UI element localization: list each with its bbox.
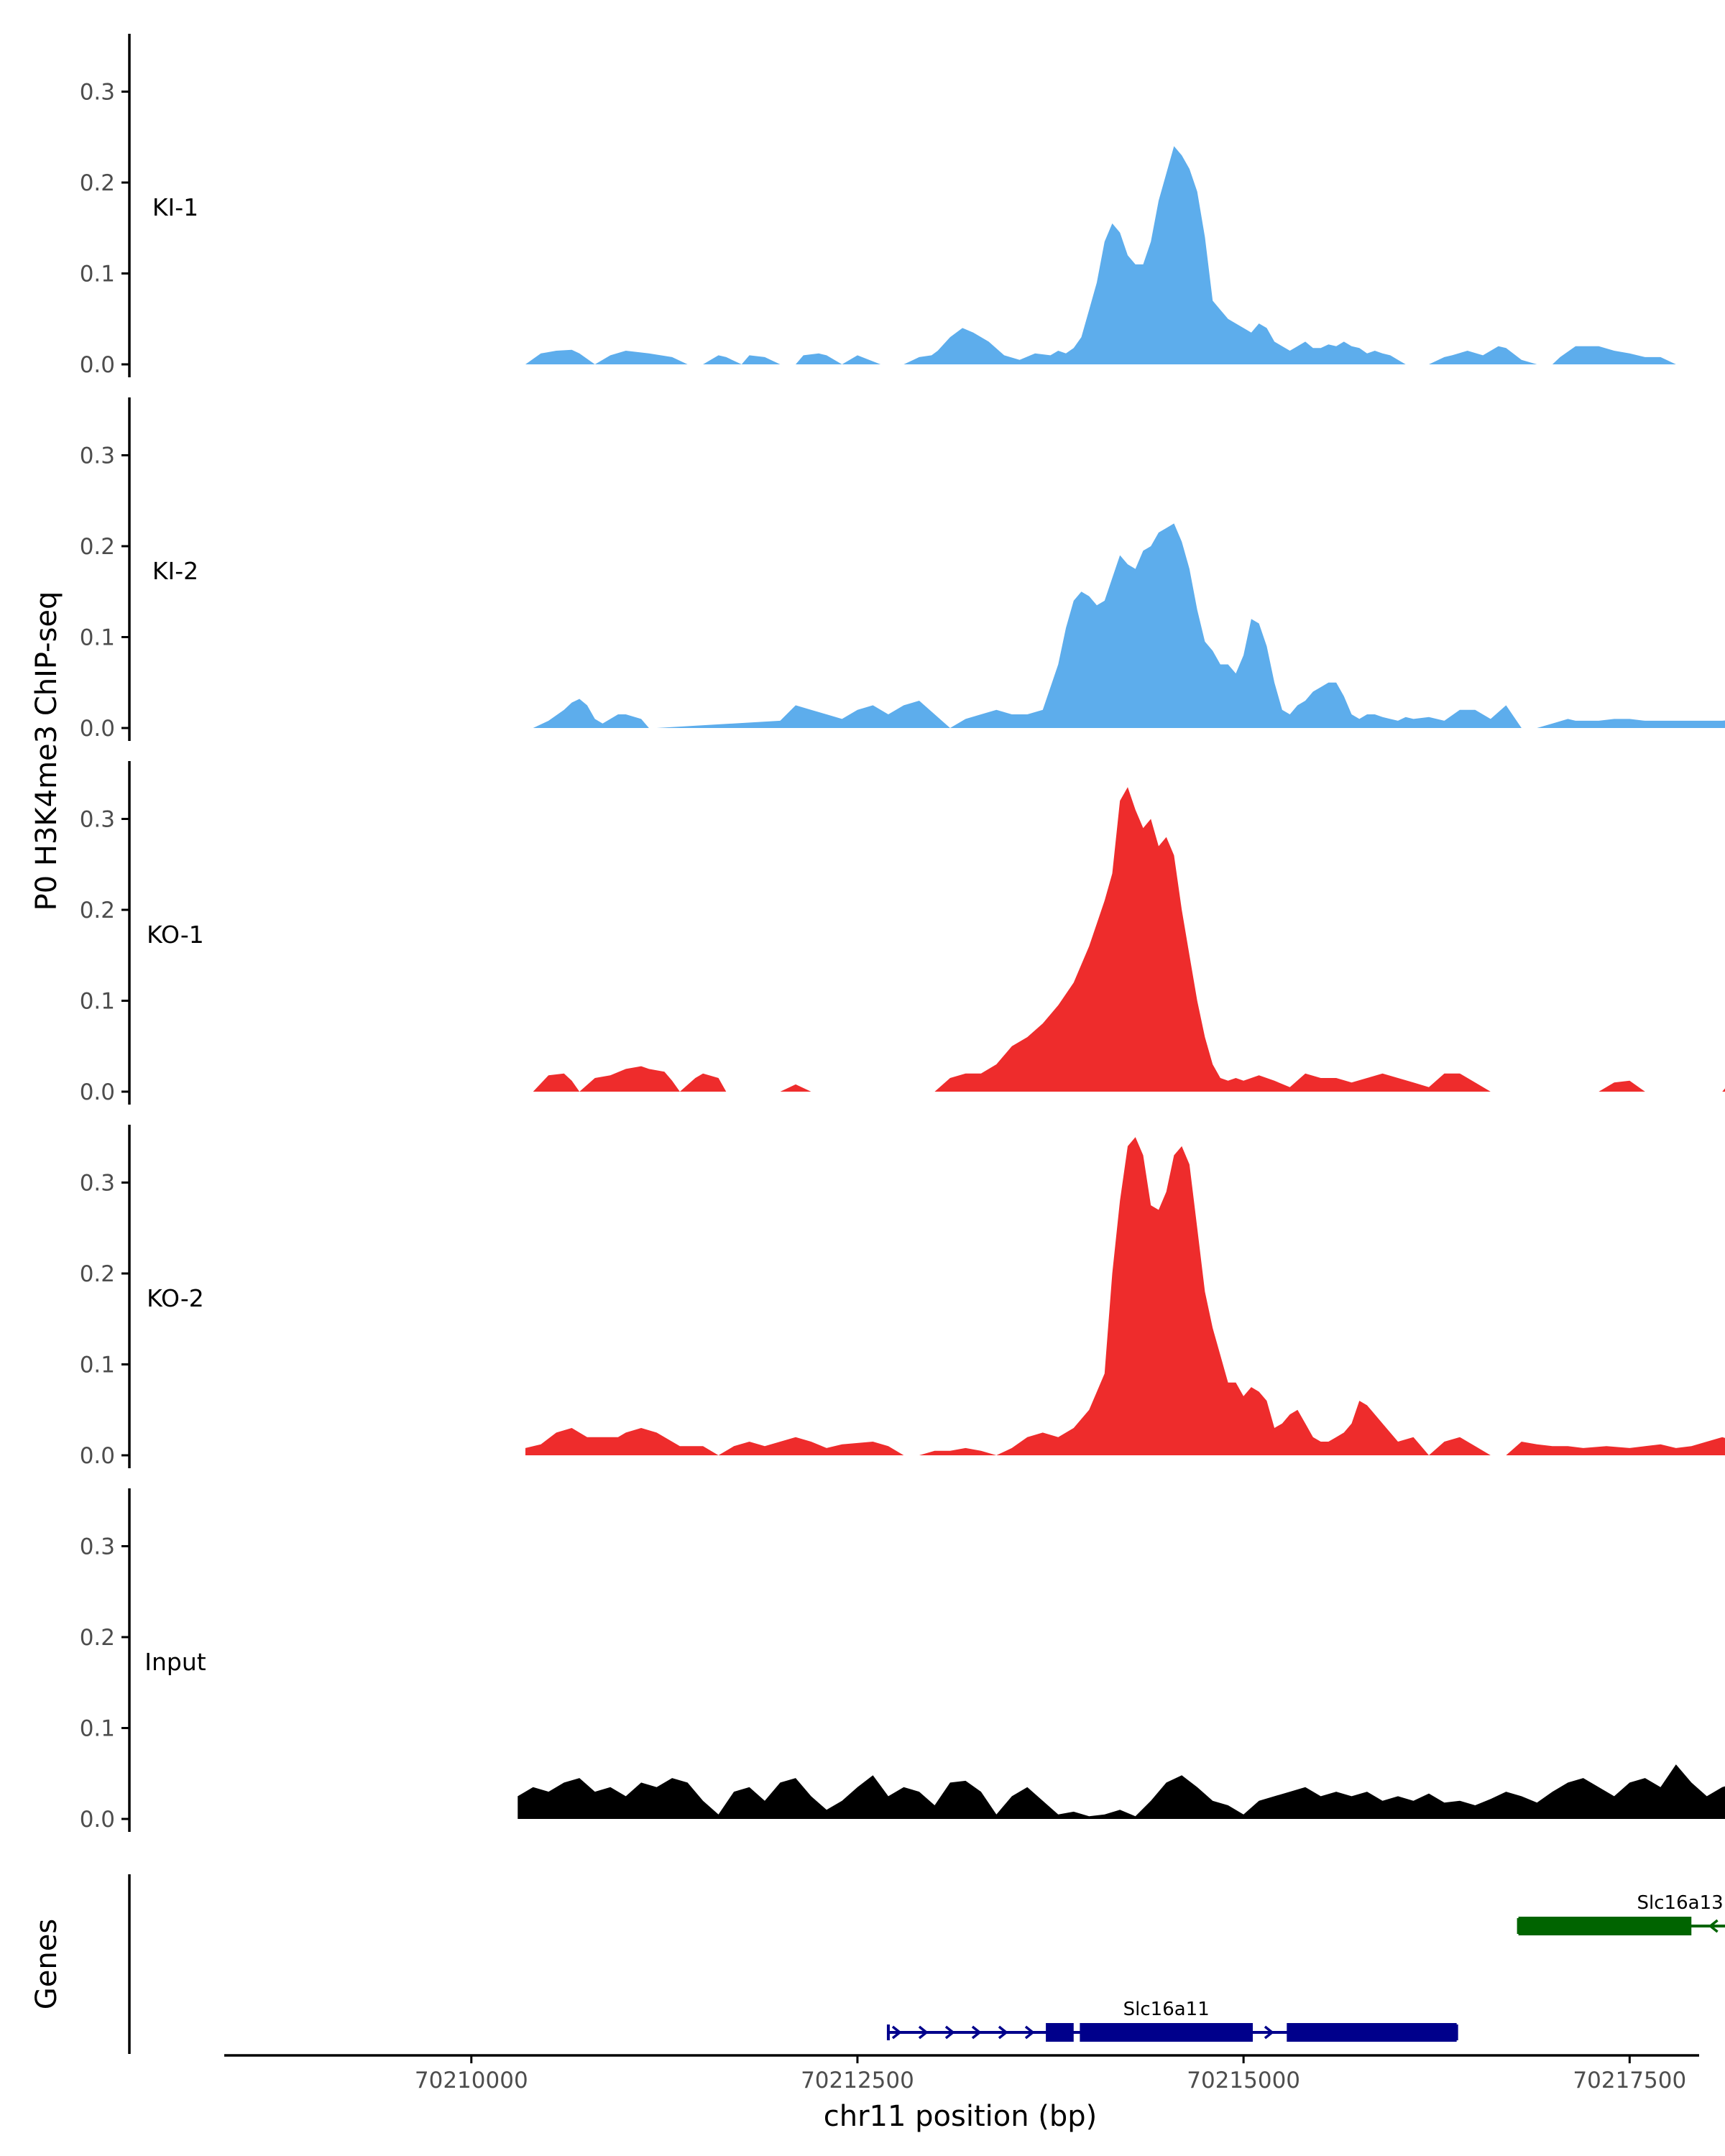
track-input: 0.0 0.1 0.2 0.3 Input: [80, 1488, 1725, 1833]
y-tick-label: 0.3: [80, 443, 115, 469]
y-tick-label: 0.3: [80, 1534, 115, 1560]
y-tick-label: 0.1: [80, 625, 115, 651]
y-tick-label: 0.2: [80, 170, 115, 196]
y-tick-label: 0.1: [80, 262, 115, 287]
y-tick-label: 0.0: [80, 716, 115, 742]
exon-block: [1518, 1917, 1692, 1935]
strand-arrow: [1708, 1919, 1719, 1933]
strand-arrow: [918, 2025, 929, 2040]
exon-block: [1080, 2023, 1254, 2042]
strand-arrow: [971, 2025, 982, 2040]
gene-name-label: Slc16a11: [1123, 1999, 1210, 2020]
y-tick-label: 0.0: [80, 1807, 115, 1833]
x-axis: 70210000 70212500 70215000 70217500: [224, 2054, 1699, 2093]
gene-slc16a13: Slc16a13: [1517, 1892, 1725, 1935]
gene-slc16a11: Slc16a11: [886, 1999, 1458, 2042]
y-tick-label: 0.0: [80, 1443, 115, 1469]
track-ki-2: 0.0 0.1 0.2 0.3 KI-2: [80, 397, 1725, 742]
track-label: KI-2: [152, 557, 198, 585]
track-label: KO-1: [147, 921, 204, 949]
x-tick-label: 70217500: [1573, 2068, 1686, 2093]
y-tick-label: 0.1: [80, 989, 115, 1015]
signal-area-ki-1: [525, 146, 1725, 364]
genes-track-label: Genes: [30, 1919, 63, 2009]
strand-arrow: [891, 2025, 902, 2040]
track-ko-2: 0.0 0.1 0.2 0.3 KO-2: [80, 1125, 1725, 1469]
y-tick-label: 0.3: [80, 1171, 115, 1197]
strand-arrow: [998, 2025, 1008, 2040]
y-tick-label: 0.2: [80, 898, 115, 923]
signal-area-ko-2: [525, 1137, 1725, 1455]
signal-area-input: [518, 1764, 1725, 1819]
track-ko-1: 0.0 0.1 0.2 0.3 KO-1: [80, 761, 1725, 1105]
x-tick-label: 70215000: [1187, 2068, 1300, 2093]
y-tick-label: 0.1: [80, 1353, 115, 1378]
track-label: Input: [144, 1648, 206, 1676]
track-ki-1: 0.0 0.1 0.2 0.3 KI-1: [80, 34, 1725, 378]
track-label: KI-1: [152, 193, 198, 221]
genes-track: Slc16a11 Slc16a13: [128, 1874, 1725, 2054]
y-tick-label: 0.1: [80, 1716, 115, 1742]
y-tick-label: 0.0: [80, 352, 115, 378]
exon-block: [1287, 2023, 1457, 2042]
y-axis-label: P0 H3K4me3 ChIP-seq: [30, 591, 63, 911]
y-tick-label: 0.0: [80, 1079, 115, 1105]
signal-area-ki-2: [533, 523, 1725, 728]
y-tick-label: 0.2: [80, 1625, 115, 1651]
y-tick-label: 0.2: [80, 534, 115, 560]
track-label: KO-2: [147, 1284, 204, 1312]
signal-tracks: 0.00.10.20.3KI-10.00.10.20.3KI-20.00.10.…: [80, 34, 1725, 1833]
strand-arrow: [1024, 2025, 1035, 2040]
y-tick-label: 0.3: [80, 807, 115, 833]
x-tick-label: 70210000: [415, 2068, 528, 2093]
y-tick-label: 0.3: [80, 80, 115, 106]
x-tick-label: 70212500: [801, 2068, 914, 2093]
x-axis-label: chr11 position (bp): [824, 2100, 1098, 2133]
strand-arrow: [944, 2025, 955, 2040]
exon-block: [1046, 2023, 1074, 2042]
signal-area-ko-1: [533, 787, 1725, 1092]
y-tick-label: 0.2: [80, 1261, 115, 1287]
strand-arrow: [1264, 2025, 1274, 2040]
gene-name-label: Slc16a13: [1637, 1892, 1724, 1914]
